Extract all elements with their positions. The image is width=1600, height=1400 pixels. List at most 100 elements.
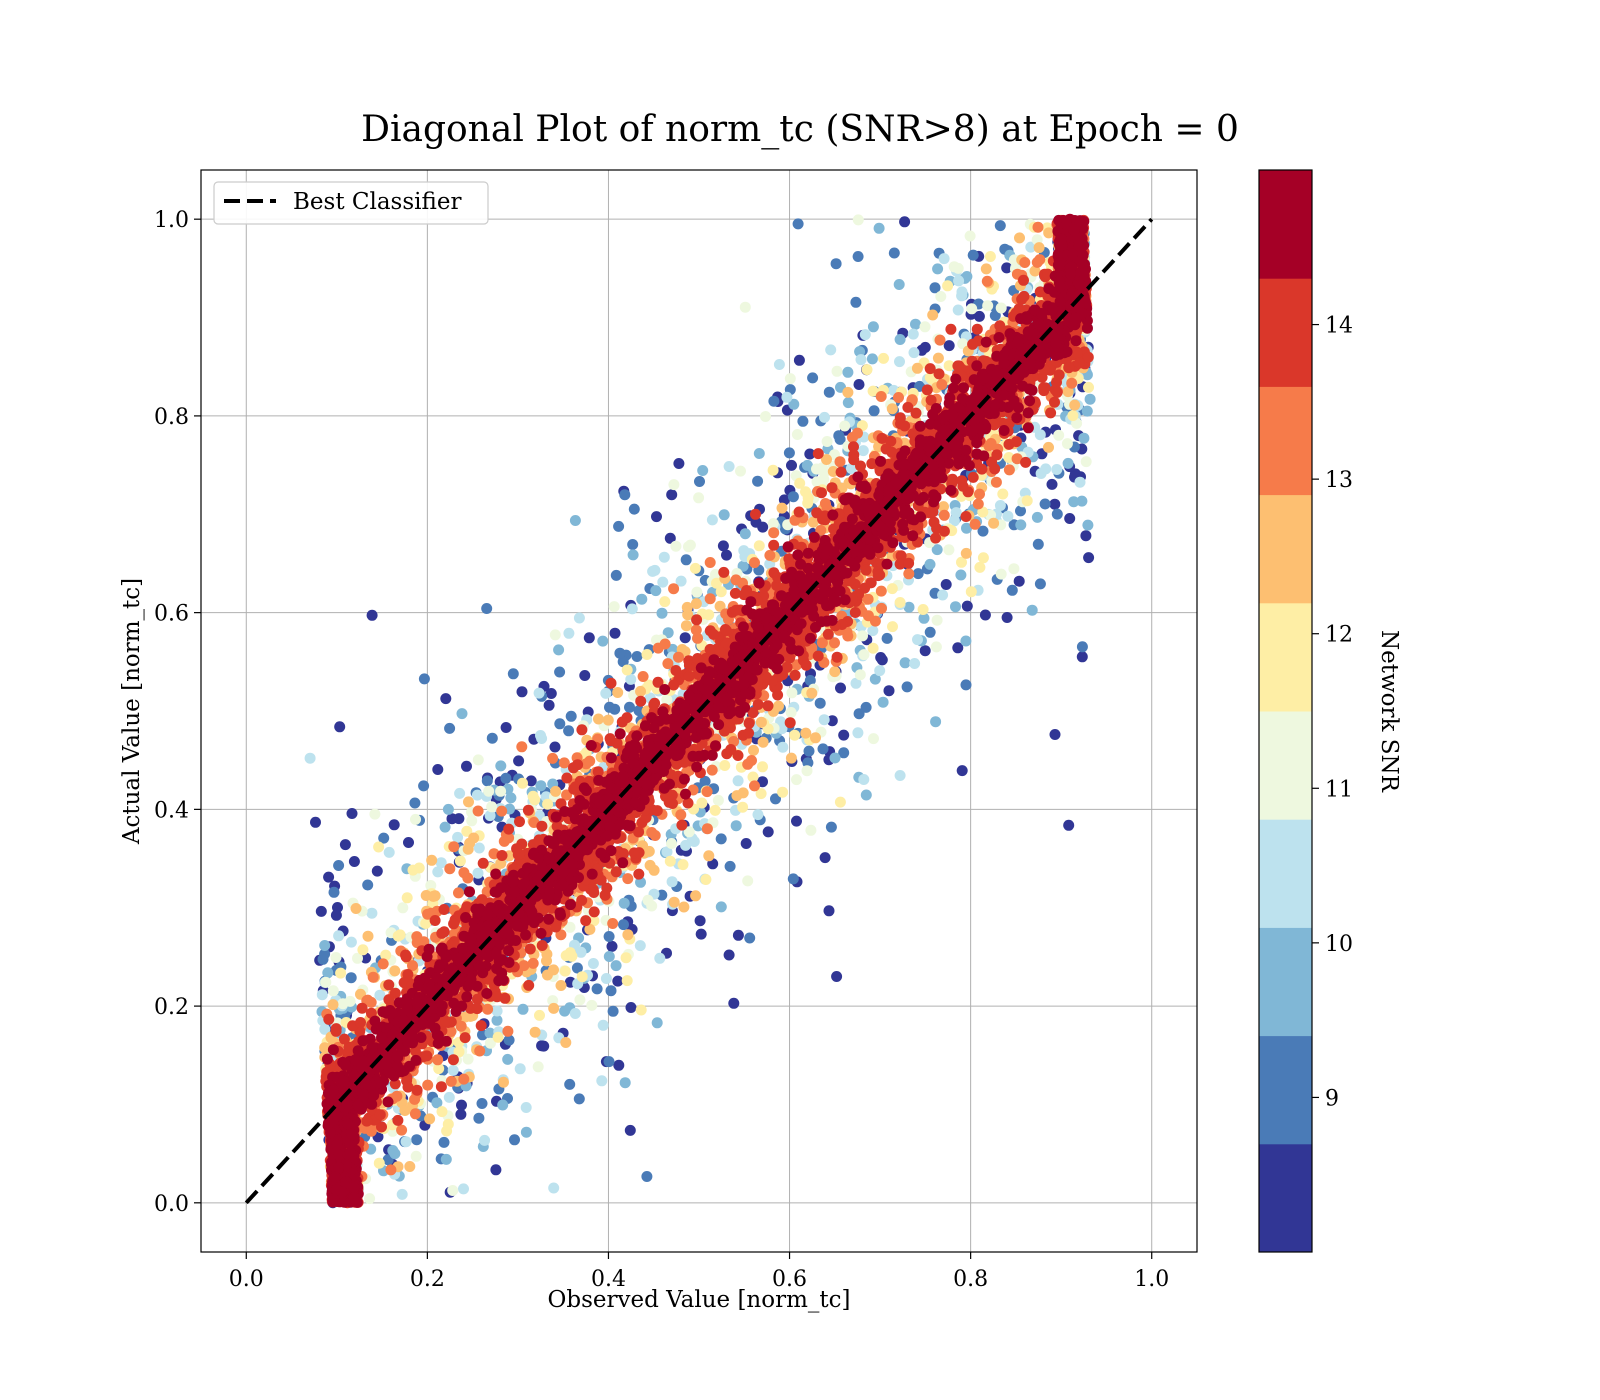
scatter-point (933, 368, 945, 380)
scatter-point (1066, 377, 1078, 389)
scatter-point (680, 620, 692, 632)
scatter-point (440, 693, 452, 705)
scatter-point (966, 303, 978, 315)
scatter-point (484, 1027, 496, 1039)
scatter-point (517, 1003, 529, 1015)
scatter-point (626, 603, 638, 615)
scatter-point (333, 930, 345, 942)
scatter-point (967, 249, 979, 261)
scatter-point (456, 708, 468, 720)
scatter-point (762, 723, 774, 735)
scatter-point (807, 516, 819, 528)
scatter-point (659, 596, 671, 608)
scatter-point (1043, 227, 1055, 239)
scatter-point (706, 514, 718, 526)
scatter-point (445, 1026, 457, 1037)
scatter-point (767, 518, 779, 530)
scatter-point (600, 973, 612, 984)
scatter-point (990, 476, 1002, 488)
scatter-point (335, 967, 347, 979)
scatter-point (547, 752, 559, 764)
scatter-point (327, 999, 339, 1011)
scatter-point (838, 747, 850, 759)
scatter-point (821, 454, 832, 465)
scatter-point (507, 668, 519, 680)
scatter-point (409, 1093, 421, 1105)
scatter-point (1083, 552, 1095, 564)
scatter-point (818, 714, 830, 726)
scatter-point (1046, 478, 1058, 490)
scatter-point (490, 1164, 502, 1176)
scatter-point (739, 301, 751, 313)
scatter-point (860, 789, 872, 801)
scatter-point (839, 420, 851, 432)
scatter-point (625, 1002, 637, 1013)
scatter-point (505, 792, 517, 804)
scatter-point (453, 1046, 465, 1058)
scatter-point (377, 958, 389, 970)
scatter-point (442, 803, 454, 815)
scatter-point (845, 463, 857, 474)
scatter-point (960, 635, 972, 647)
scatter-point (858, 649, 870, 661)
scatter-point (815, 524, 827, 536)
scatter-point (1049, 396, 1060, 408)
scatter-point (709, 804, 721, 816)
scatter-point (535, 780, 547, 792)
scatter-point (732, 929, 744, 941)
scatter-point (757, 761, 768, 773)
scatter-point (867, 625, 879, 637)
scatter-point (853, 708, 865, 720)
scatter-point (952, 304, 964, 316)
scatter-point (930, 532, 942, 544)
scatter-point (860, 701, 872, 713)
scatter-point (627, 539, 639, 550)
scatter-point (520, 1102, 532, 1113)
scatter-point (1031, 256, 1043, 268)
scatter-point (690, 890, 702, 902)
scatter-point (563, 725, 575, 737)
scatter-point (681, 601, 693, 613)
scatter-point (929, 282, 941, 294)
scatter-point (593, 713, 604, 725)
scatter-point (1053, 429, 1065, 441)
scatter-point (532, 1061, 544, 1073)
scatter-point (350, 903, 362, 914)
scatter-point (458, 1183, 469, 1195)
scatter-point (931, 614, 943, 626)
scatter-point (584, 923, 596, 935)
scatter-point (805, 824, 817, 836)
scatter-point (706, 764, 718, 776)
scatter-point (549, 741, 561, 753)
scatter-point (517, 777, 528, 789)
scatter-point (753, 540, 765, 552)
scatter-point (988, 517, 1000, 529)
scatter-point (919, 321, 931, 333)
scatter-point (473, 1112, 485, 1124)
scatter-point (618, 919, 629, 931)
scatter-point (961, 522, 972, 534)
scatter-point (784, 373, 796, 385)
scatter-point (894, 356, 905, 368)
scatter-point (886, 403, 898, 415)
scatter-point (921, 384, 933, 396)
scatter-point (979, 609, 991, 621)
scatter-point (523, 979, 535, 991)
scatter-point (497, 1099, 509, 1111)
scatter-point (814, 697, 826, 709)
scatter-point (588, 906, 600, 918)
scatter-point (752, 809, 764, 821)
scatter-point (982, 300, 994, 312)
scatter-point (401, 892, 413, 904)
scatter-point (768, 527, 780, 539)
scatter-point (924, 558, 936, 570)
scatter-point (573, 612, 585, 624)
scatter-point (1031, 511, 1043, 523)
scatter-point (989, 310, 1001, 321)
scatter-point (362, 879, 374, 891)
scatter-point (1080, 530, 1092, 542)
scatter-point (588, 915, 600, 927)
scatter-point (964, 230, 976, 242)
scatter-point (628, 503, 640, 515)
scatter-point (432, 1054, 444, 1066)
